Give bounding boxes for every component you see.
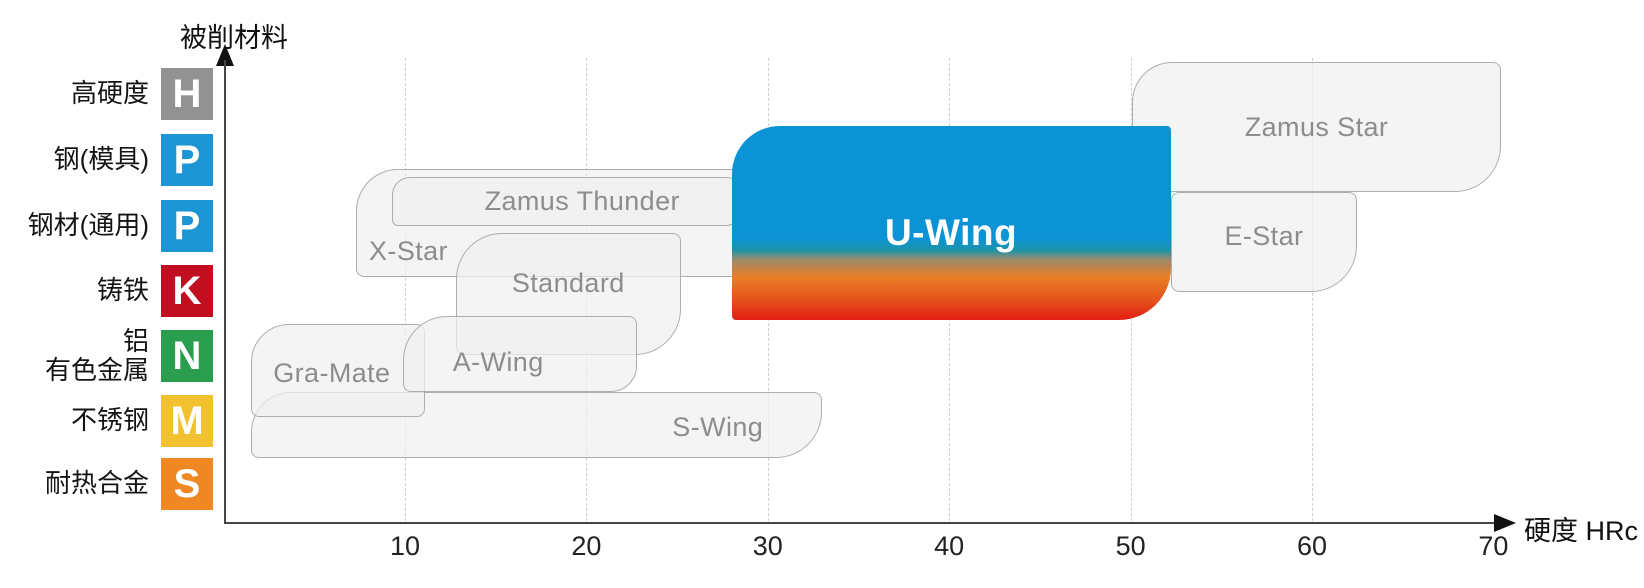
- product-box-s-wing: S-Wing: [250, 392, 823, 458]
- product-box-a-wing: A-Wing: [403, 316, 638, 392]
- x-axis-line: [224, 522, 1496, 524]
- material-label-n-4: 铝有色金属: [0, 325, 149, 385]
- material-label-line: 钢(模具): [53, 144, 149, 175]
- material-label-line: 铸铁: [96, 275, 149, 306]
- material-label-m-5: 不锈钢: [0, 395, 149, 447]
- product-box-gra-mate: Gra-Mate: [250, 324, 425, 417]
- tick-label-10: 10: [389, 531, 421, 561]
- product-label-zamus-thunder: Zamus Thunder: [484, 186, 680, 216]
- product-label-s-wing: S-Wing: [672, 411, 764, 442]
- x-axis-arrow-icon: [1494, 514, 1516, 532]
- product-label-u-wing: U-Wing: [884, 212, 1018, 253]
- material-label-line: 不锈钢: [70, 405, 149, 436]
- material-label-line: 钢材(通用): [27, 210, 149, 241]
- product-box-zamus-thunder: Zamus Thunder: [392, 177, 745, 226]
- tick-label-40: 40: [934, 531, 965, 561]
- y-axis-arrow-icon: [216, 44, 234, 66]
- material-badge-n-4: N: [161, 330, 213, 382]
- material-badge-k-3: K: [161, 265, 213, 317]
- material-label-s-6: 耐热合金: [0, 458, 149, 510]
- material-label-h-0: 高硬度: [0, 68, 149, 120]
- material-badge-p-1: P: [161, 134, 213, 186]
- product-label-standard: Standard: [511, 267, 625, 298]
- material-badge-m-5: M: [161, 395, 213, 447]
- material-label-k-3: 铸铁: [0, 265, 149, 317]
- material-label-line: 高硬度: [70, 78, 149, 109]
- x-axis-title: 硬度 HRc: [1524, 516, 1638, 546]
- material-badge-p-2: P: [161, 200, 213, 252]
- product-box-zamus-star: Zamus Star: [1132, 62, 1501, 192]
- material-label-line: 耐热合金: [44, 468, 149, 499]
- material-badge-h-0: H: [161, 68, 213, 120]
- tick-label-70: 70: [1478, 531, 1509, 561]
- y-axis-title: 被削材料: [180, 23, 288, 53]
- product-label-e-star: E-Star: [1224, 220, 1304, 251]
- gridline-10: [405, 58, 406, 521]
- product-label-a-wing: A-Wing: [452, 346, 544, 377]
- product-label-x-star: X-Star: [369, 235, 448, 266]
- tick-label-20: 20: [571, 531, 602, 561]
- tick-label-30: 30: [752, 531, 783, 561]
- material-label-line: 有色金属: [44, 355, 149, 385]
- y-axis-line: [224, 60, 226, 523]
- material-label-p-1: 钢(模具): [0, 134, 149, 186]
- product-box-u-wing: U-Wing: [731, 126, 1171, 320]
- material-badge-s-6: S: [161, 458, 213, 510]
- product-label-gra-mate: Gra-Mate: [273, 358, 391, 388]
- tick-label-60: 60: [1296, 531, 1328, 561]
- material-label-p-2: 钢材(通用): [0, 200, 149, 252]
- product-label-zamus-star: Zamus Star: [1244, 111, 1389, 142]
- tick-label-50: 50: [1115, 531, 1146, 561]
- material-label-line: 铝: [122, 325, 149, 356]
- product-box-e-star: E-Star: [1170, 192, 1358, 292]
